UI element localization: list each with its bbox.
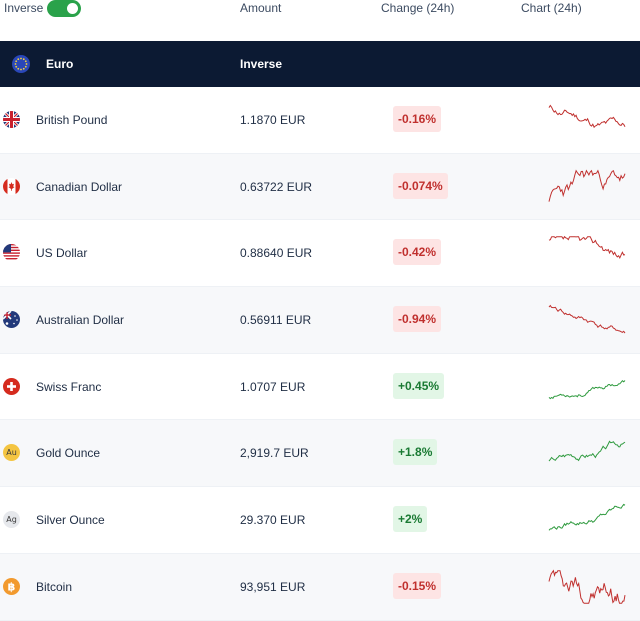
- sparkline-chart: [548, 304, 626, 334]
- inverse-label: Inverse: [4, 1, 44, 15]
- chart-column-header: Chart (24h): [521, 1, 582, 15]
- sparkline-path: [548, 304, 626, 334]
- change-badge: -0.074%: [393, 172, 448, 199]
- currency-name: Swiss Franc: [36, 379, 102, 394]
- change-badge: +0.45%: [393, 372, 445, 399]
- sparkline-chart: [548, 440, 626, 462]
- us-flag-icon: [3, 244, 20, 262]
- change-badge: -0.15%: [393, 572, 442, 599]
- sparkline-chart: [548, 236, 626, 260]
- toggle-knob: [67, 3, 78, 14]
- currency-row[interactable]: Australian Dollar 0.56911 EUR -0.94%: [0, 287, 640, 354]
- gold-coin-icon: Au: [3, 444, 20, 462]
- currency-name: Canadian Dollar: [36, 179, 123, 194]
- currency-row[interactable]: Swiss Franc 1.0707 EUR +0.45%: [0, 354, 640, 421]
- currency-name: Bitcoin: [36, 579, 73, 594]
- sparkline-path: [548, 440, 626, 462]
- sparkline-path: [548, 503, 626, 531]
- change-badge: -0.94%: [393, 306, 442, 333]
- currency-row[interactable]: Canadian Dollar 0.63722 EUR -0.074%: [0, 153, 640, 221]
- currency-name: Gold Ounce: [36, 446, 101, 461]
- coin-symbol: Ag: [3, 511, 20, 529]
- currency-row[interactable]: Au Gold Ounce 2,919.7 EUR +1.8%: [0, 420, 640, 488]
- svg-text:฿: ฿: [8, 580, 16, 593]
- sparkline-path: [548, 379, 626, 400]
- currency-row[interactable]: Ag Silver Ounce 29.370 EUR +2%: [0, 487, 640, 554]
- change-column-header: Change (24h): [381, 1, 455, 15]
- currency-row[interactable]: British Pound 1.1870 EUR -0.16%: [0, 87, 640, 154]
- currency-amount: 29.370 EUR: [240, 513, 306, 528]
- change-badge: -0.16%: [393, 106, 442, 132]
- currency-name: Australian Dollar: [36, 313, 125, 328]
- australia-flag-icon: [3, 311, 20, 329]
- currency-name: British Pound: [36, 113, 108, 127]
- base-currency-name: Euro: [46, 57, 74, 71]
- inverse-button[interactable]: Inverse: [240, 57, 283, 71]
- sparkline-chart: [548, 169, 626, 202]
- sparkline-chart: [548, 503, 626, 531]
- change-badge: +2%: [393, 506, 428, 533]
- currency-amount: 0.63722 EUR: [240, 179, 313, 194]
- sparkline-path: [548, 569, 626, 604]
- canada-flag-icon: [3, 177, 20, 195]
- currency-amount: 0.88640 EUR: [240, 246, 313, 261]
- swiss-flag-icon: [3, 377, 20, 395]
- currency-amount: 0.56911 EUR: [240, 313, 312, 328]
- change-badge: -0.42%: [393, 239, 442, 266]
- silver-coin-icon: Ag: [3, 511, 20, 529]
- sparkline-chart: [548, 104, 626, 129]
- sparkline-path: [548, 104, 626, 129]
- currency-amount: 1.1870 EUR: [240, 113, 306, 127]
- base-currency-row: Euro Inverse: [0, 41, 640, 87]
- currency-name: Silver Ounce: [36, 513, 105, 528]
- sparkline-chart: [548, 379, 626, 400]
- currency-row[interactable]: ฿ Bitcoin 93,951 EUR -0.15%: [0, 553, 640, 621]
- sparkline-path: [548, 169, 626, 202]
- currency-name: US Dollar: [36, 246, 88, 261]
- eu-flag-icon: [12, 55, 30, 78]
- change-badge: +1.8%: [393, 439, 438, 466]
- coin-symbol: Au: [3, 444, 20, 462]
- currency-list: British Pound 1.1870 EUR -0.16% Canadian Do…: [0, 87, 640, 621]
- inverse-toggle[interactable]: [47, 0, 81, 17]
- amount-column-header: Amount: [240, 1, 282, 15]
- bitcoin-icon: ฿: [3, 577, 20, 595]
- currency-row[interactable]: US Dollar 0.88640 EUR -0.42%: [0, 220, 640, 288]
- sparkline-chart: [548, 569, 626, 604]
- currency-amount: 2,919.7 EUR: [240, 446, 309, 461]
- table-header: Inverse Amount Change (24h) Chart (24h): [0, 0, 640, 41]
- currency-amount: 93,951 EUR: [240, 579, 306, 594]
- currency-amount: 1.0707 EUR: [240, 379, 306, 394]
- uk-flag-icon: [3, 111, 20, 128]
- sparkline-path: [548, 236, 626, 260]
